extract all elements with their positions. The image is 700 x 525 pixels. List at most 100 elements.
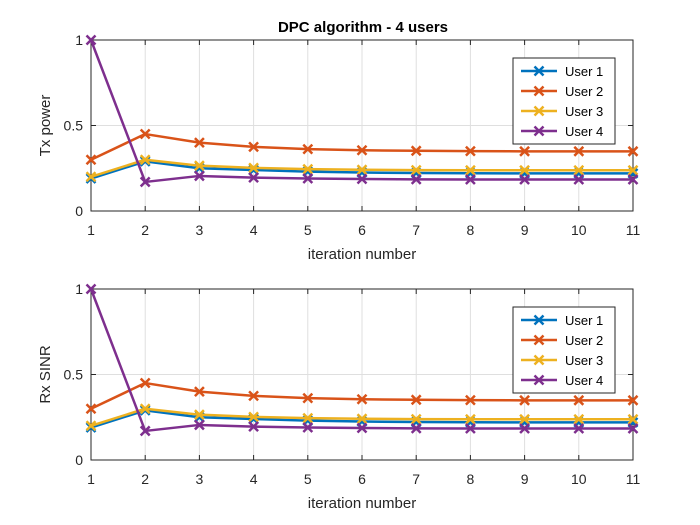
data-point-marker: [85, 154, 97, 166]
data-point-marker: [627, 423, 639, 434]
x-tick-label: 3: [196, 471, 204, 487]
data-point-marker: [194, 160, 205, 172]
legend-entry-label: User 2: [565, 84, 603, 99]
data-point-marker: [356, 173, 368, 185]
x-tick-label: 11: [626, 471, 641, 487]
legend-entry-label: User 4: [565, 124, 603, 139]
legend-entry-label: User 1: [565, 313, 603, 328]
x-tick-label: 10: [571, 222, 587, 238]
y-tick-label: 0.5: [64, 367, 84, 383]
data-point-marker: [519, 174, 530, 185]
legend-box: [512, 306, 616, 394]
legend-swatch-marker: [533, 374, 545, 386]
x-tick-label: 5: [304, 222, 312, 238]
y-tick-label: 0: [75, 203, 83, 219]
top-subplot-tx-power: 1 2 3 4 5 6 7 8 9 10 11 0 0.5 1 iteration number Tx pow…: [37, 32, 640, 263]
x-tick-label: 2: [141, 471, 149, 487]
legend-box: [512, 57, 616, 145]
x-tick-label: 2: [141, 222, 149, 238]
data-point-marker: [410, 164, 422, 176]
data-point-marker: [248, 421, 259, 433]
legend-swatch-marker: [533, 314, 545, 326]
data-point-marker: [302, 173, 314, 184]
x-tick-label: 5: [304, 471, 312, 487]
x-tick-label: 6: [358, 471, 366, 487]
data-point-marker: [139, 403, 151, 415]
data-point-marker: [248, 411, 259, 423]
data-point-marker: [573, 145, 585, 157]
data-point-marker: [627, 145, 639, 157]
x-tick-label: 11: [626, 222, 641, 238]
data-point-marker: [248, 141, 259, 153]
x-tick-label: 8: [467, 222, 475, 238]
data-point-marker: [410, 145, 422, 157]
x-tick-label: 3: [196, 222, 204, 238]
data-point-marker: [573, 394, 585, 406]
data-point-marker: [627, 174, 639, 185]
y-tick-label: 1: [75, 281, 83, 297]
x-tick-label: 4: [250, 222, 258, 238]
data-point-marker: [356, 422, 368, 434]
data-point-marker: [85, 420, 97, 432]
data-point-marker: [302, 412, 314, 424]
data-point-marker: [139, 128, 151, 140]
legend-entry-label: User 2: [565, 333, 603, 348]
data-point-marker: [356, 164, 368, 176]
data-point-marker: [194, 386, 205, 397]
data-point-marker: [519, 413, 530, 425]
legend-entry-label: User 4: [565, 373, 603, 388]
legend-swatch-marker: [533, 125, 545, 137]
data-point-marker: [194, 409, 205, 421]
x-tick-label: 8: [467, 471, 475, 487]
data-point-marker: [410, 413, 422, 425]
data-point-marker: [139, 425, 151, 437]
data-point-marker: [356, 393, 368, 405]
x-tick-label: 1: [87, 222, 95, 238]
data-point-marker: [85, 34, 97, 46]
legend-entry-label: User 3: [565, 353, 603, 368]
data-point-marker: [302, 163, 314, 175]
x-tick-label: 1: [87, 471, 95, 487]
data-point-marker: [302, 422, 314, 433]
data-point-marker: [356, 413, 368, 425]
data-point-marker: [410, 173, 422, 185]
data-point-marker: [573, 174, 585, 185]
y-tick-label: 1: [75, 32, 83, 48]
data-point-marker: [627, 413, 639, 425]
x-axis-label: iteration number: [308, 246, 416, 263]
data-point-marker: [519, 394, 530, 406]
legend-swatch-marker: [533, 105, 545, 117]
data-point-marker: [248, 172, 259, 184]
x-tick-label: 9: [521, 222, 529, 238]
data-point-marker: [410, 394, 422, 406]
data-point-marker: [194, 137, 205, 148]
data-point-marker: [519, 164, 530, 176]
legend-entry-label: User 1: [565, 64, 603, 79]
data-point-marker: [627, 164, 639, 176]
data-point-marker: [519, 423, 530, 434]
data-point-marker: [356, 144, 368, 156]
x-axis-label: iteration number: [308, 495, 416, 512]
data-point-marker: [302, 392, 314, 404]
data-point-marker: [465, 164, 476, 176]
bottom-subplot-rx-sinr: 1 2 3 4 5 6 7 8 9 10 11 0 0.5 1 iteration number Rx SIN…: [37, 281, 640, 512]
x-tick-label: 7: [412, 471, 420, 487]
y-tick-label: 0: [75, 452, 83, 468]
legend-swatch-marker: [533, 85, 545, 97]
data-point-marker: [573, 413, 585, 425]
data-point-marker: [627, 394, 639, 406]
y-tick-label: 0.5: [64, 118, 84, 134]
data-point-marker: [519, 145, 530, 157]
data-point-marker: [85, 171, 97, 183]
data-point-marker: [248, 390, 259, 402]
y-axis-label: Tx power: [37, 95, 54, 157]
data-point-marker: [465, 174, 476, 185]
data-point-marker: [139, 154, 151, 166]
x-tick-label: 7: [412, 222, 420, 238]
y-axis-label: Rx SINR: [37, 345, 54, 404]
data-point-marker: [465, 423, 476, 434]
data-point-marker: [302, 143, 314, 155]
data-point-marker: [465, 394, 476, 406]
data-point-marker: [139, 176, 151, 188]
legend-swatch-marker: [533, 65, 545, 77]
